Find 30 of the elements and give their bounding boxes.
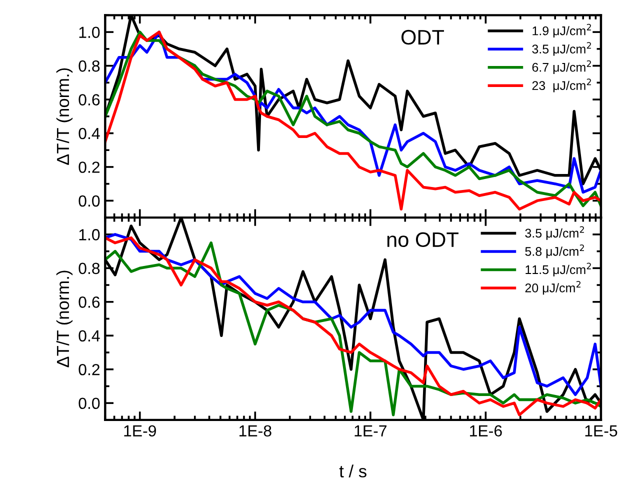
legend-label: 23 μJ/cm$^{2}$ — [532, 78, 591, 92]
legend-label: 5.8 μJ/cm$^{2}$ — [525, 244, 584, 258]
x-tick-label: 1E-5 — [585, 425, 618, 437]
x-tick-label: 1E-9 — [124, 425, 156, 437]
x-tick-label: 1E-7 — [354, 425, 386, 436]
y-tick-label: 0.6 — [78, 296, 100, 308]
text: ODT — [401, 30, 444, 45]
y-tick-label: 0.2 — [78, 364, 100, 376]
x-tick-label: 1E-6 — [470, 425, 502, 437]
text: no ODT — [387, 232, 458, 248]
legend-label: 1.9 μJ/cm$^{2}$ — [532, 24, 591, 38]
y-tick-label: 0.0 — [78, 195, 100, 207]
legend-label: 11.5 μJ/cm$^{2}$ — [526, 262, 591, 276]
y-tick-label: 0.0 — [78, 398, 100, 410]
y-tick-label: 0.6 — [78, 94, 100, 106]
y-tick-label: 1.0 — [79, 26, 100, 38]
x-tick-label: 1E-8 — [239, 425, 272, 437]
legend-label: 3.5 μJ/cm$^{2}$ — [525, 226, 584, 240]
y-tick-label: 0.4 — [78, 330, 100, 342]
x-axis-title: t / s — [339, 464, 366, 478]
y-tick-label: 0.2 — [78, 162, 100, 173]
y-tick-label: 0.8 — [78, 262, 100, 274]
legend-label: 3.5 μJ/cm$^{2}$ — [532, 42, 591, 56]
y-tick-label: 0.4 — [78, 128, 100, 140]
y-tick-label: 0.8 — [78, 60, 100, 72]
y-axis-title: ΔT/T (norm.) — [56, 270, 73, 368]
y-tick-label: 1.0 — [79, 229, 100, 240]
legend-label: 6.7 μJ/cm$^{2}$ — [532, 60, 591, 74]
y-axis-title: ΔT/T (norm.) — [56, 68, 73, 165]
legend-label: 20 μJ/cm$^{2}$ — [525, 280, 580, 295]
